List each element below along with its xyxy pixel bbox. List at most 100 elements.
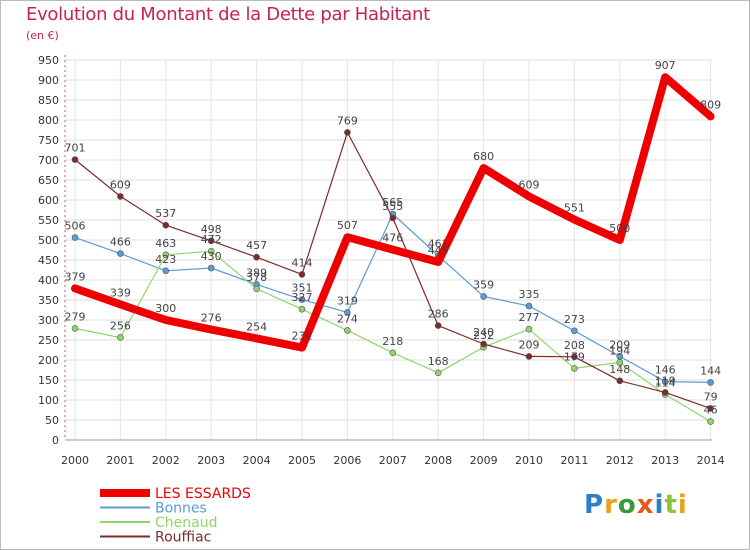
data-point	[525, 302, 533, 310]
data-point	[661, 378, 669, 385]
y-tick-label: 150	[38, 374, 59, 387]
proxiti-logo: Proxiti	[584, 490, 688, 520]
data-label: 359	[473, 278, 494, 291]
x-tick-label: 2012	[606, 454, 634, 467]
data-label: 680	[473, 150, 494, 163]
logo-letter: o	[617, 490, 637, 520]
data-point	[162, 251, 170, 259]
data-label: 279	[65, 310, 86, 323]
data-point	[661, 389, 669, 396]
data-label: 506	[65, 220, 86, 233]
data-label: 500	[609, 222, 630, 235]
data-point	[71, 325, 79, 332]
logo-letter: t	[664, 490, 678, 520]
data-point	[253, 253, 260, 261]
x-tick-label: 2004	[243, 454, 271, 467]
data-point	[298, 305, 306, 313]
data-label: 378	[246, 271, 267, 284]
axes: 0 50 100 150 200 250 300 350 400 450 500 550 600 650 7…	[38, 54, 725, 467]
x-tick-label: 2001	[106, 454, 134, 467]
data-label: 389	[246, 266, 267, 279]
x-tick-label: 2003	[197, 454, 225, 467]
data-point	[434, 369, 442, 377]
data-point	[707, 418, 714, 425]
data-point	[389, 214, 397, 222]
series-line-les-essards	[71, 73, 715, 352]
x-tick-label: 2010	[515, 454, 543, 467]
data-label: 254	[246, 320, 267, 333]
chart-subtitle: (en €)	[26, 29, 59, 42]
y-tick-label: 900	[38, 74, 59, 87]
y-tick-label: 350	[38, 294, 59, 307]
data-point	[117, 334, 124, 341]
data-label: 507	[337, 219, 358, 232]
data-label: 555	[382, 200, 403, 213]
y-tick-label: 750	[38, 134, 59, 147]
data-point	[616, 359, 624, 366]
logo-letter: x	[636, 490, 655, 520]
data-label: 146	[655, 364, 676, 377]
x-tick-label: 2008	[424, 454, 452, 467]
x-tick-label: 2005	[288, 454, 316, 467]
y-tick-label: 450	[38, 254, 59, 267]
y-tick-label: 250	[38, 334, 59, 347]
data-label: 256	[110, 320, 131, 333]
data-point	[571, 353, 578, 361]
data-point	[480, 340, 487, 348]
data-point	[253, 285, 260, 293]
data-label: 609	[110, 178, 131, 191]
data-label: 701	[65, 142, 86, 155]
data-label: 194	[609, 344, 630, 357]
data-point	[707, 405, 714, 412]
data-label: 379	[65, 270, 86, 283]
data-label: 79	[704, 390, 718, 403]
x-tick-label: 2000	[61, 454, 89, 467]
x-tick-label: 2011	[560, 454, 588, 467]
data-point	[389, 349, 397, 357]
data-label: 273	[564, 313, 585, 326]
data-label: 609	[519, 178, 540, 191]
data-label: 209	[609, 338, 630, 351]
data-point	[71, 234, 79, 241]
series-group	[71, 73, 715, 425]
data-point	[480, 293, 487, 300]
data-point	[571, 365, 578, 372]
data-label: 300	[155, 302, 176, 315]
y-tick-label: 550	[38, 214, 59, 227]
data-label: 498	[201, 223, 222, 236]
data-point	[707, 379, 714, 386]
logo-letter: P	[584, 490, 605, 520]
data-label: 218	[382, 335, 403, 348]
data-label: 232	[473, 329, 494, 342]
data-label: 769	[337, 114, 358, 127]
data-point	[434, 322, 442, 329]
logo-letter: r	[604, 490, 618, 520]
data-label: 208	[564, 339, 585, 352]
y-tick-label: 650	[38, 174, 59, 187]
data-point	[117, 193, 124, 200]
data-label: 565	[382, 196, 403, 209]
y-tick-label: 200	[38, 354, 59, 367]
data-point	[344, 309, 351, 316]
data-label: 476	[382, 232, 403, 245]
data-point	[298, 296, 306, 303]
y-tick-label: 850	[38, 94, 59, 107]
data-label: 114	[655, 376, 676, 389]
data-label: 463	[155, 237, 176, 250]
y-tick-label: 300	[38, 314, 59, 327]
data-label: 286	[428, 308, 449, 321]
data-point	[117, 250, 124, 257]
data-point	[298, 271, 306, 278]
data-label: 351	[292, 282, 313, 295]
data-label: 472	[201, 233, 222, 246]
data-point	[207, 237, 215, 245]
y-tick-label: 700	[38, 154, 59, 167]
y-tick-label: 600	[38, 194, 59, 207]
data-point	[525, 353, 533, 360]
data-label: 179	[564, 350, 585, 363]
legend-label: Rouffiac	[155, 530, 211, 546]
data-label: 144	[700, 364, 721, 377]
data-label: 240	[473, 326, 494, 339]
